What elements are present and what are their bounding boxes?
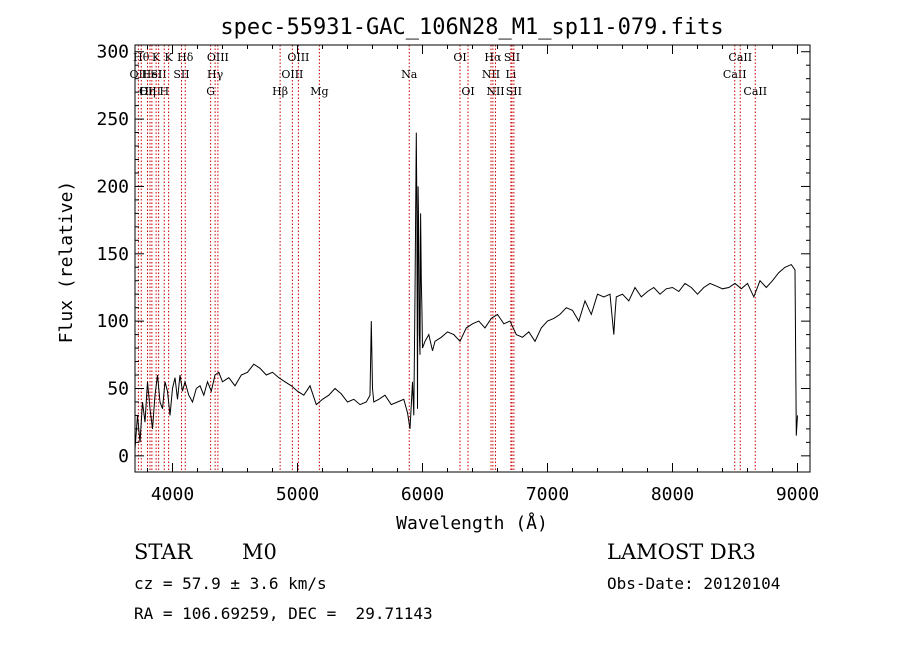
marker-label: K — [152, 51, 161, 64]
marker-label: Hγ — [207, 68, 224, 81]
marker-label: K — [165, 51, 174, 64]
y-axis-label: Flux (relative) — [56, 181, 77, 344]
y-tick-label: 0 — [118, 446, 129, 467]
marker-label: Hδ — [177, 51, 194, 64]
chart-title: spec-55931-GAC_106N28_M1_sp11-079.fits — [220, 15, 723, 40]
marker-label: OIII — [287, 51, 309, 64]
marker-label: Mg — [310, 85, 328, 98]
axes: 4000 5000 6000 7000 8000 9000 0 50 100 150 200 250 3… — [96, 42, 819, 505]
marker-label: Hβ — [272, 85, 288, 98]
marker-label: H — [159, 85, 169, 98]
y-tick-label: 300 — [96, 42, 129, 63]
marker-label: OI — [461, 85, 474, 98]
x-tick-label: 5000 — [276, 484, 319, 505]
redshift-text: cz = 57.9 ± 3.6 km/s — [134, 574, 327, 593]
x-tick-label: 8000 — [651, 484, 694, 505]
object-subclass: M0 — [242, 540, 277, 564]
coordinates: RA = 106.69259, DEC = 29.71143 — [134, 604, 433, 623]
marker-label: G — [206, 85, 215, 98]
marker-label: Li — [505, 68, 516, 81]
marker-label: CaII — [723, 68, 747, 81]
marker-label: Hα — [484, 51, 502, 64]
marker-label: NII — [482, 68, 500, 81]
y-tick-label: 50 — [107, 378, 129, 399]
obs-date: Obs-Date: 20120104 — [607, 574, 781, 593]
marker-label: CaII — [728, 51, 752, 64]
y-tick-label: 250 — [96, 109, 129, 130]
object-type: STAR — [134, 540, 193, 564]
marker-label: OIII — [281, 68, 303, 81]
marker-label: Na — [401, 68, 418, 81]
y-tick-label: 200 — [96, 176, 129, 197]
x-tick-label: 9000 — [776, 484, 819, 505]
marker-label: SII — [506, 85, 522, 98]
marker-label: HeI — [142, 68, 162, 81]
survey-name: LAMOST DR3 — [607, 540, 756, 564]
marker-label: SII — [173, 68, 189, 81]
x-axis-label: Wavelength (Å) — [396, 512, 548, 534]
x-tick-label: 4000 — [151, 484, 194, 505]
marker-label: OI — [453, 51, 466, 64]
marker-label: NII — [486, 85, 504, 98]
marker-label: CaII — [743, 85, 767, 98]
marker-label: Hθ — [133, 51, 150, 64]
marker-label: OII — [130, 68, 148, 81]
x-tick-label: 6000 — [401, 484, 444, 505]
spectrum-line — [134, 132, 798, 450]
marker-label: SII — [504, 51, 520, 64]
marker-label: SII — [151, 68, 167, 81]
marker-label: OIII — [139, 85, 161, 98]
emission-line-markers: OIIHθHηOIIIHeIKSIIHKSIIHδGHγOIIIHβOIIIOI… — [130, 45, 767, 472]
marker-label: OIII — [207, 51, 229, 64]
plot-frame — [134, 44, 811, 473]
x-tick-label: 7000 — [526, 484, 569, 505]
y-tick-label: 100 — [96, 311, 129, 332]
y-tick-label: 150 — [96, 244, 129, 265]
